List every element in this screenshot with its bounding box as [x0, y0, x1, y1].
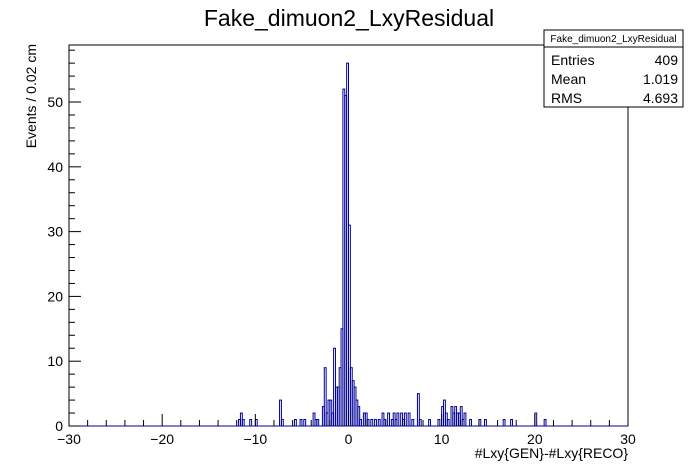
stats-entries-value: 409	[655, 52, 679, 68]
histogram-bin	[463, 412, 467, 427]
histogram-bin	[428, 419, 431, 427]
x-tick-label: −20	[150, 431, 174, 447]
histogram-bin	[484, 419, 487, 427]
histogram-series	[69, 62, 628, 427]
histogram-bin	[418, 419, 422, 427]
y-tick-label: 0	[55, 418, 63, 434]
histogram-bin	[303, 419, 307, 427]
stats-box: Fake_dimuon2_LxyResidual Entries 409 Mea…	[543, 29, 684, 108]
y-tick-label: 20	[47, 288, 63, 304]
histogram-bin	[280, 419, 284, 427]
histogram-bin	[502, 419, 506, 427]
histogram-bin	[293, 419, 297, 427]
stats-rms-label: RMS	[551, 90, 582, 106]
histogram-bin	[411, 419, 415, 427]
histogram-bin	[469, 419, 472, 427]
stats-mean-label: Mean	[551, 71, 586, 87]
stats-rms-value: 4.693	[643, 90, 678, 106]
x-tick-label: 20	[527, 431, 543, 447]
x-tick-label: −10	[243, 431, 267, 447]
x-axis-ticks: −30 −20 −10 0 10 20 30	[57, 414, 636, 447]
histogram-bin	[387, 412, 390, 427]
x-tick-label: 0	[345, 431, 353, 447]
histogram-bin	[249, 419, 253, 427]
y-tick-label: 50	[47, 94, 63, 110]
histogram-bin	[437, 419, 441, 427]
x-tick-label: −30	[57, 431, 81, 447]
x-tick-label: 30	[620, 431, 636, 447]
histogram-bin	[299, 419, 303, 427]
histogram-bin	[377, 419, 381, 427]
histogram-bin	[316, 419, 320, 427]
histogram-bin	[359, 419, 363, 427]
stats-mean-value: 1.019	[643, 71, 678, 87]
y-tick-label: 30	[47, 224, 63, 240]
histogram-bin	[407, 412, 411, 427]
histogram-bin	[374, 419, 377, 427]
y-tick-label: 10	[47, 353, 63, 369]
histogram-bin	[370, 419, 374, 427]
y-axis-label: Events / 0.02 cm	[23, 44, 39, 148]
histogram-bin	[543, 419, 547, 427]
x-axis-label: #Lxy{GEN}-#Lxy{RECO}	[475, 445, 629, 461]
y-tick-label: 40	[47, 159, 63, 175]
stats-entries-label: Entries	[551, 52, 595, 68]
stats-title: Fake_dimuon2_LxyResidual	[550, 34, 676, 45]
histogram-bin	[510, 419, 513, 427]
histogram-bin	[446, 419, 450, 427]
chart-title: Fake_dimuon2_LxyResidual	[204, 5, 494, 31]
histogram-bin	[241, 419, 245, 427]
x-tick-label: 10	[434, 431, 450, 447]
histogram-bin	[396, 412, 400, 427]
y-axis-ticks: 0 10 20 30 40 50	[47, 49, 81, 434]
